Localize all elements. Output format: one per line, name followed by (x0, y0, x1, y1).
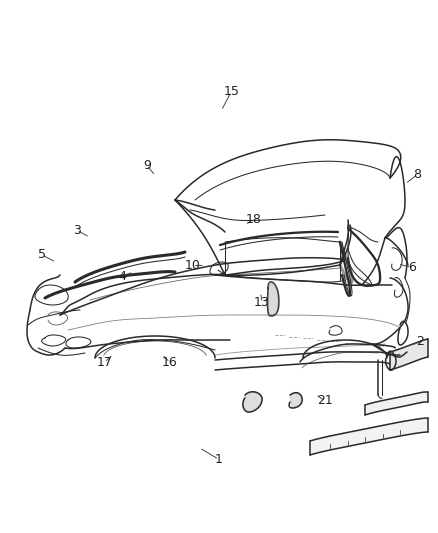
Text: 15: 15 (223, 85, 239, 98)
Polygon shape (243, 392, 262, 412)
Polygon shape (290, 393, 302, 408)
Polygon shape (268, 282, 278, 316)
Text: 6: 6 (408, 261, 416, 274)
Text: 1: 1 (215, 453, 223, 466)
Text: 10: 10 (185, 259, 201, 272)
Polygon shape (390, 339, 428, 370)
Text: 3: 3 (73, 224, 81, 237)
Text: 2: 2 (417, 335, 424, 348)
Text: 21: 21 (317, 394, 333, 407)
Text: 4: 4 (119, 270, 127, 282)
Polygon shape (365, 392, 428, 415)
Text: 16: 16 (162, 356, 178, 369)
Text: 18: 18 (245, 213, 261, 226)
Text: 8: 8 (413, 168, 421, 181)
Polygon shape (310, 418, 428, 455)
Text: 5: 5 (38, 248, 46, 261)
Text: 17: 17 (96, 356, 112, 369)
Text: 13: 13 (254, 296, 270, 309)
Text: 9: 9 (143, 159, 151, 172)
